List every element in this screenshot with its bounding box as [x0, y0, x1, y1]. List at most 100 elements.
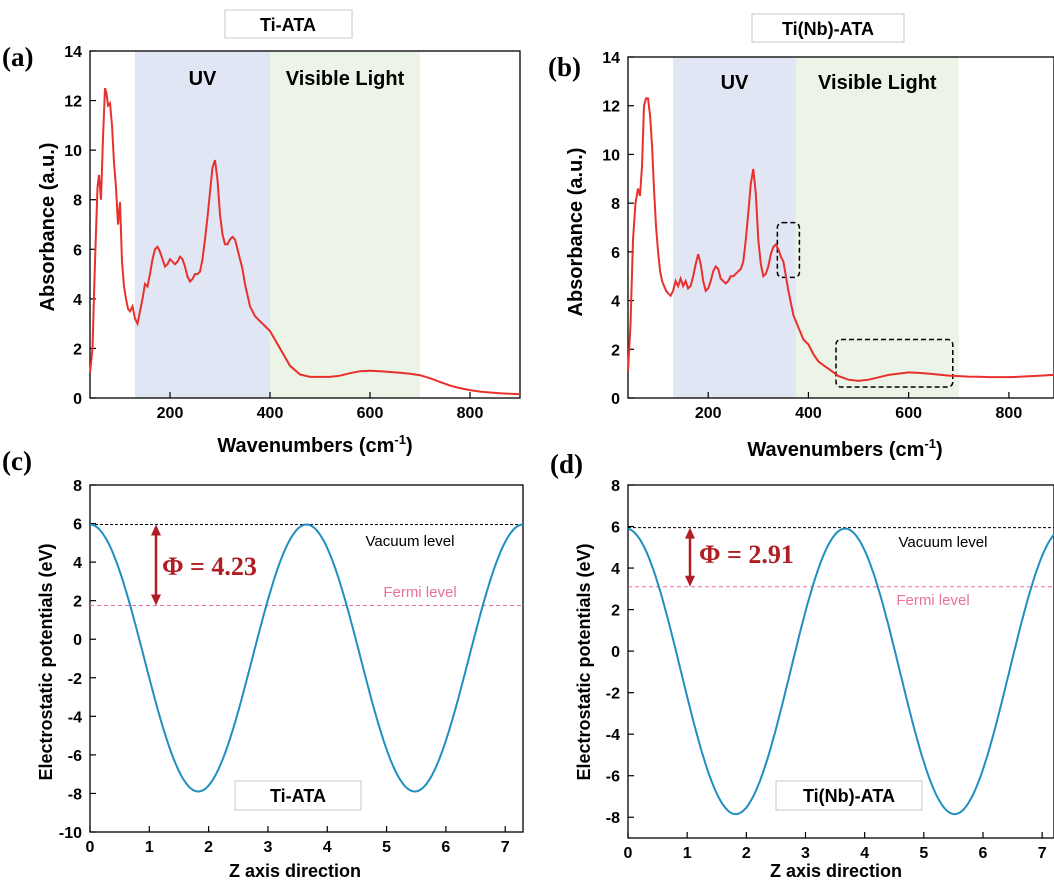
axis-ticks: 200 400 600 800 0 2 4 6 8 10 12 14: [602, 50, 1022, 422]
y-tick-label: -2: [68, 671, 82, 688]
x-tick-label: 3: [801, 845, 810, 862]
x-tick-label: 7: [1038, 845, 1047, 862]
panel-a-title: Ti-ATA: [260, 15, 316, 35]
panel-d: (d) 0 1 2 3 4 5 6 7 -8 -6 -4 -2 0 2 4 6 8 Φ = 2.91 Vacuu…: [550, 449, 1054, 881]
plot-frame: [627, 56, 1054, 399]
absorbance-line: [89, 87, 521, 396]
y-tick-label: -8: [68, 786, 82, 803]
panel-c-tag: Ti-ATA: [270, 786, 326, 806]
x-tick-label: 4: [323, 839, 332, 856]
arrow-head-down: [685, 575, 695, 587]
x-tick-label: 200: [695, 405, 722, 422]
panel-b-label: (b): [548, 52, 581, 82]
vacuum-level-label: Vacuum level: [899, 534, 988, 551]
y-tick-label: 0: [73, 391, 82, 408]
panel-d-tag: Ti(Nb)-ATA: [803, 786, 895, 806]
work-function-arrow: [151, 524, 161, 606]
y-tick-label: 10: [64, 143, 82, 160]
x-tick-label: 5: [382, 839, 391, 856]
y-tick-label: 14: [602, 50, 620, 67]
x-tick-label: 400: [257, 405, 284, 422]
x-tick-label: 800: [457, 405, 484, 422]
y-tick-label: 8: [73, 478, 82, 495]
x-tick-label: 4: [860, 845, 869, 862]
x-tick-label: 7: [501, 839, 510, 856]
y-axis-label: Electrostatic potentials (eV): [36, 543, 56, 780]
y-tick-label: 6: [73, 242, 82, 259]
x-tick-label: 400: [795, 405, 822, 422]
vacuum-level-label: Vacuum level: [366, 533, 455, 550]
axis-ticks: 0 1 2 3 4 5 6 7 -10 -8 -6 -4 -2 0 2 4 6 8: [59, 478, 510, 856]
uv-region: [673, 57, 796, 398]
y-tick-label: 8: [73, 193, 82, 210]
y-tick-label: 4: [73, 555, 82, 572]
y-tick-label: 4: [611, 294, 620, 311]
plot-frame: [89, 50, 521, 399]
arrow-head-up: [685, 527, 695, 539]
y-tick-label: 2: [73, 341, 82, 358]
panel-c-tag-box: [234, 780, 362, 811]
y-tick-label: 0: [611, 644, 620, 661]
y-axis-label: Absorbance (a.u.): [37, 143, 59, 312]
x-tick-label: 5: [919, 845, 928, 862]
y-tick-label: 4: [611, 561, 620, 578]
y-tick-label: -4: [606, 727, 620, 744]
y-tick-label: -2: [606, 686, 620, 703]
x-tick-label: 200: [157, 405, 184, 422]
y-axis-label: Absorbance (a.u.): [565, 148, 587, 317]
visible-light-region-label: Visible Light: [286, 68, 405, 90]
work-function-arrow: [685, 527, 695, 587]
visible-light-region-label: Visible Light: [818, 72, 937, 94]
uv-region-label: UV: [189, 68, 217, 90]
panel-a-label: (a): [2, 42, 33, 72]
y-tick-label: -6: [606, 769, 620, 786]
x-tick-label: 0: [624, 845, 633, 862]
y-tick-label: 4: [73, 292, 82, 309]
y-axis-label: Electrostatic potentials (eV): [574, 543, 594, 780]
arrow-head-down: [151, 594, 161, 606]
plot-frame: [627, 484, 1054, 839]
fermi-level-label: Fermi level: [896, 592, 969, 609]
y-tick-label: 14: [64, 44, 82, 61]
y-tick-label: 2: [73, 594, 82, 611]
highlight-boxes: [776, 221, 954, 388]
x-tick-label: 0: [86, 839, 95, 856]
highlight-box: [776, 221, 801, 279]
x-tick-label: 3: [263, 839, 272, 856]
panel-a-title-box: [224, 9, 353, 39]
panel-b-title: Ti(Nb)-ATA: [782, 19, 874, 39]
y-tick-label: 8: [611, 196, 620, 213]
x-tick-label: 1: [683, 845, 692, 862]
x-tick-label: 6: [441, 839, 450, 856]
y-tick-label: -6: [68, 748, 82, 765]
x-tick-label: 2: [742, 845, 751, 862]
panel-b: Ti(Nb)-ATA (b) UV Visible Light 200 400 60…: [548, 13, 1054, 461]
x-tick-label: 1: [145, 839, 154, 856]
axis-ticks: 0 1 2 3 4 5 6 7 -8 -6 -4 -2 0 2 4 6 8: [606, 478, 1047, 862]
uv-region-label: UV: [721, 72, 749, 94]
highlight-box: [835, 338, 954, 388]
x-axis-label: Z axis direction: [770, 861, 902, 881]
y-tick-label: -4: [68, 709, 82, 726]
x-tick-label: 600: [895, 405, 922, 422]
arrow-head-up: [151, 524, 161, 536]
x-tick-label: 6: [979, 845, 988, 862]
axis-ticks: 200 400 600 800 0 2 4 6 8 10 12 14: [64, 44, 483, 422]
y-tick-label: 12: [602, 99, 620, 116]
x-tick-label: 600: [357, 405, 384, 422]
plot-frame: [89, 484, 524, 833]
y-tick-label: 6: [611, 245, 620, 262]
x-axis-label: Wavenumbers (cm-1): [747, 436, 942, 461]
panel-c-label: (c): [2, 446, 32, 476]
x-axis-label: Wavenumbers (cm-1): [217, 432, 412, 457]
y-tick-label: 0: [611, 391, 620, 408]
y-tick-label: -8: [606, 810, 620, 827]
work-function-label: Φ = 2.91: [699, 540, 794, 569]
y-tick-label: 6: [611, 520, 620, 537]
x-axis-label: Z axis direction: [229, 861, 361, 881]
visible-light-region: [270, 51, 420, 398]
y-tick-label: 10: [602, 147, 620, 164]
y-tick-label: 0: [73, 632, 82, 649]
x-tick-label: 800: [996, 405, 1023, 422]
